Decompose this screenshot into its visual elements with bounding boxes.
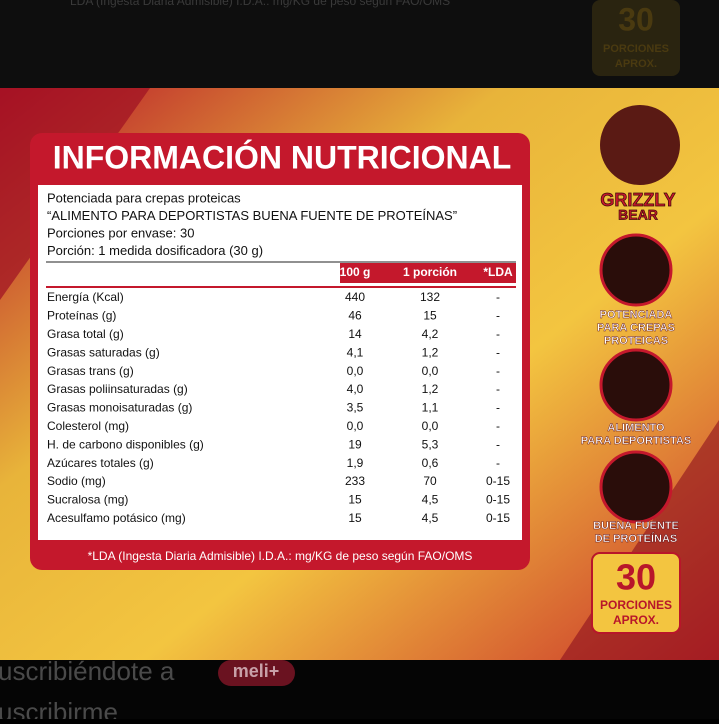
subscribe-link[interactable]: uscribirme	[0, 697, 118, 724]
brand: GRIZZLY	[600, 190, 675, 210]
cell-value: -	[496, 290, 500, 304]
nutrient-name: Grasas saturadas (g)	[47, 345, 160, 359]
feature-icon	[599, 450, 673, 524]
faded-badge-text: PORCIONES	[603, 43, 669, 55]
feature-icon	[599, 233, 673, 307]
cell-value: 4,5	[422, 511, 439, 525]
faded-badge	[592, 0, 680, 76]
title: INFORMACIÓN NUTRICIONAL	[53, 139, 512, 175]
feature-text: ALIMENTO	[607, 422, 665, 434]
intro-line: “ALIMENTO PARA DEPORTISTAS BUENA FUENTE …	[47, 208, 457, 223]
cell-value: -	[496, 456, 500, 470]
faded-badge-number: 30	[618, 1, 654, 37]
cell-value: 15	[348, 493, 362, 507]
nutrient-name: Grasas trans (g)	[47, 364, 134, 378]
badge-text: PORCIONES	[600, 598, 672, 612]
feature-text: PROTEICAS	[604, 335, 668, 347]
cell-value: 233	[345, 474, 365, 488]
cell-value: 0-15	[486, 511, 510, 525]
cell-value: 0-15	[486, 493, 510, 507]
faded-footnote: LDA (Ingesta Diaria Admisible) I.D.A.: m…	[70, 0, 450, 8]
feature-text: POTENCIADA	[600, 309, 673, 321]
nutrient-name: Azúcares totales (g)	[47, 456, 154, 470]
bear-logo	[600, 105, 680, 185]
cell-value: 0,6	[422, 456, 439, 470]
nutrient-name: Sucralosa (mg)	[47, 493, 128, 507]
cell-value: 132	[420, 290, 440, 304]
feature-text: DE PROTEÍNAS	[595, 532, 678, 545]
cell-value: 0,0	[347, 364, 364, 378]
feature-text: BUENA FUENTE	[593, 520, 679, 532]
nutrient-name: Grasas monoisaturadas (g)	[47, 401, 192, 415]
header-band	[340, 263, 516, 283]
cell-value: 70	[423, 474, 437, 488]
badge	[591, 552, 681, 634]
cell-value: 1,1	[422, 401, 439, 415]
feature-icon	[599, 348, 673, 422]
cell-value: 0,0	[422, 419, 439, 433]
cell-value: 14	[348, 327, 362, 341]
cell-value: 1,2	[422, 345, 439, 359]
nutrient-name: Grasa total (g)	[47, 327, 124, 341]
cell-value: -	[496, 327, 500, 341]
intro-line: Potenciada para crepas proteicas	[47, 190, 241, 205]
nutrient-name: Grasas poliinsaturadas (g)	[47, 382, 188, 396]
cell-value: 4,1	[347, 345, 364, 359]
nutrient-name: Acesulfamo potásico (mg)	[47, 511, 186, 525]
cell-value: 4,2	[422, 327, 439, 341]
cell-value: 4,5	[422, 493, 439, 507]
nutrient-name: Energía (Kcal)	[47, 290, 124, 304]
meli-pill-text[interactable]: meli+	[233, 661, 280, 681]
footnote: *LDA (Ingesta Diaria Admisible) I.D.A.: …	[88, 549, 473, 563]
column-header: 100 g	[340, 265, 371, 279]
cell-value: -	[496, 401, 500, 415]
badge-number: 30	[616, 557, 656, 598]
cell-value: 0-15	[486, 474, 510, 488]
cell-value: -	[496, 419, 500, 433]
cell-value: -	[496, 309, 500, 323]
cell-value: 1,9	[347, 456, 364, 470]
cell-value: -	[496, 437, 500, 451]
cell-value: 19	[348, 437, 362, 451]
cell-value: 4,0	[347, 382, 364, 396]
badge-text: APROX.	[613, 613, 659, 627]
meli-pill[interactable]	[218, 660, 295, 686]
cell-value: 15	[423, 309, 437, 323]
nutrient-name: Sodio (mg)	[47, 474, 106, 488]
cell-value: 15	[348, 511, 362, 525]
intro-line: Porción: 1 medida dosificadora (30 g)	[47, 243, 263, 258]
cell-value: 5,3	[422, 437, 439, 451]
label-body	[38, 185, 522, 540]
intro-line: Porciones por envase: 30	[47, 225, 194, 240]
cell-value: -	[496, 345, 500, 359]
column-header: 1 porción	[403, 265, 457, 279]
feature-text: PARA CREPAS	[597, 322, 675, 334]
nutrient-name: Proteínas (g)	[47, 309, 116, 323]
feature-text: PARA DEPORTISTAS	[581, 435, 691, 447]
cell-value: 0,0	[347, 419, 364, 433]
cell-value: -	[496, 364, 500, 378]
faded-badge-text: APROX.	[615, 58, 657, 70]
cell-value: 440	[345, 290, 365, 304]
subscribe-text: uscribiéndote a	[0, 656, 175, 686]
brand: BEAR	[618, 207, 658, 223]
nutrient-name: H. de carbono disponibles (g)	[47, 437, 204, 451]
cell-value: 46	[348, 309, 362, 323]
cell-value: -	[496, 382, 500, 396]
bottom-band	[0, 660, 719, 719]
cell-value: 0,0	[422, 364, 439, 378]
cell-value: 3,5	[347, 401, 364, 415]
column-header: *LDA	[483, 265, 513, 279]
cell-value: 1,2	[422, 382, 439, 396]
nutrient-name: Colesterol (mg)	[47, 419, 129, 433]
